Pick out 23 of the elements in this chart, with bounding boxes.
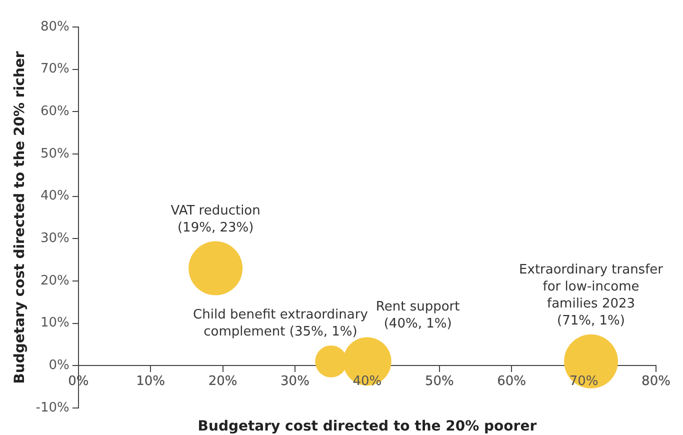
x-tick-label: 50% — [424, 374, 454, 389]
y-tick-label: 60% — [40, 104, 70, 120]
y-axis-title: Budgetary cost directed to the 20% richer — [12, 51, 28, 384]
x-tick-label: 20% — [208, 374, 238, 389]
x-axis-title: Budgetary cost directed to the 20% poorer — [198, 418, 537, 435]
y-tick-label: 30% — [40, 231, 70, 246]
annotation: Extraordinary transfer for low-income families 2023 (71%, 1%) — [519, 262, 664, 328]
y-tick-label: 20% — [40, 273, 70, 288]
annotation: VAT reduction (19%, 23%) — [170, 203, 260, 236]
annotation: Child benefit extraordinary complement (35%, 1%) — [193, 307, 368, 340]
y-tick-label: 40% — [40, 188, 70, 204]
y-tick-label: 80% — [40, 19, 70, 34]
y-tick-label: -10% — [36, 400, 70, 416]
y-tick-label: 70% — [40, 62, 70, 77]
x-tick-label: 40% — [352, 374, 382, 389]
y-tick-label: 50% — [40, 146, 70, 162]
x-tick-label: 80% — [642, 374, 670, 389]
x-tick-label: 10% — [136, 374, 166, 389]
x-tick-label: 60% — [497, 374, 526, 389]
y-tick-label: 10% — [40, 316, 70, 331]
y-tick-label: 0% — [48, 358, 70, 374]
annotation: Rent support (40%, 1%) — [376, 299, 460, 332]
x-tick-label: 30% — [280, 374, 310, 389]
